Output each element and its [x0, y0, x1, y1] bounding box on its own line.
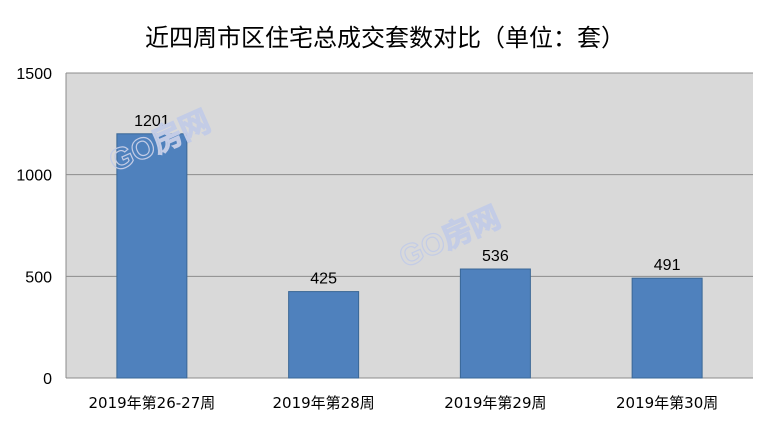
bar	[459, 268, 531, 379]
bar	[631, 277, 703, 379]
chart-title: 近四周市区住宅总成交套数对比（单位：套）	[145, 24, 625, 52]
y-tick-label: 1500	[16, 66, 52, 83]
x-tick-label: 2019年第29周	[444, 394, 546, 412]
y-tick-label: 0	[43, 371, 52, 388]
y-tick-label: 1000	[16, 168, 52, 185]
x-tick-label: 2019年第30周	[616, 394, 718, 412]
y-tick-label: 500	[25, 269, 52, 286]
x-axis-ticks: 2019年第26-27周 2019年第28周 2019年第29周 2019年第30周	[88, 394, 718, 412]
data-label: 425	[310, 271, 337, 288]
data-label: 536	[482, 248, 509, 265]
bar	[288, 291, 360, 379]
data-label: 1201	[134, 113, 170, 130]
data-label: 491	[654, 257, 681, 274]
bar	[116, 133, 188, 379]
x-tick-label: 2019年第28周	[272, 394, 374, 412]
bars	[116, 133, 703, 379]
x-tick-label: 2019年第26-27周	[88, 394, 215, 412]
data-labels: 1201 425 536 491	[134, 113, 680, 288]
y-axis-ticks: 0 500 1000 1500	[16, 66, 52, 388]
